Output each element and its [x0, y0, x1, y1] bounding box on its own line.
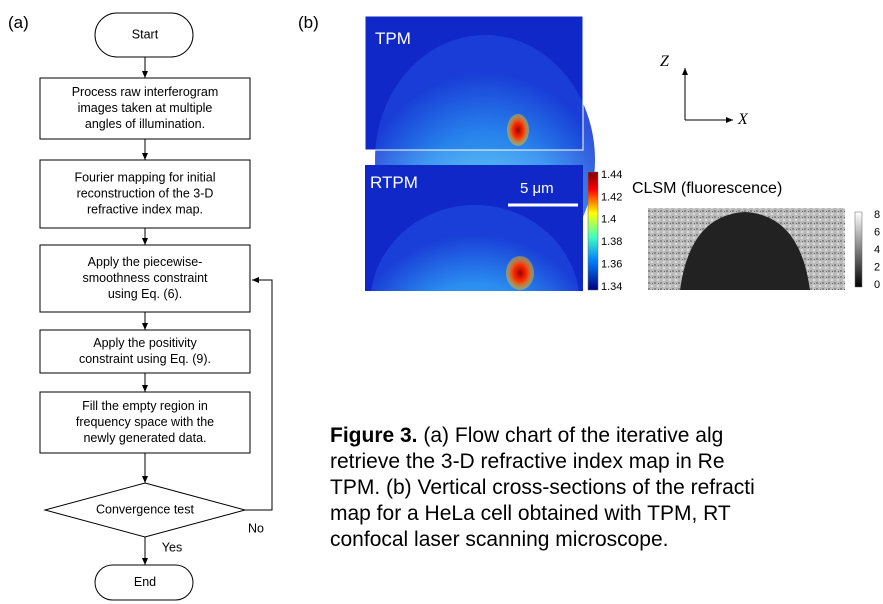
node-text: using Eq. (6). — [108, 287, 182, 301]
colorbar-ticks: 8 6 4 2 0 — [874, 209, 880, 291]
caption-label: Figure 3. — [330, 424, 418, 447]
figure: (a) (b) Start Process raw interferogram im… — [0, 0, 883, 604]
node-text: End — [134, 575, 156, 589]
axes-indicator: Z X — [660, 53, 749, 128]
flowchart: Start Process raw interferogram images tak… — [40, 13, 272, 600]
node-text: reconstruction of the 3-D — [77, 186, 214, 200]
node-text: Convergence test — [96, 502, 195, 516]
colorbar-ticks: 1.44 1.42 1.4 1.38 1.36 1.34 — [601, 169, 622, 293]
caption-text: (a) Flow chart of the iterative alg — [423, 424, 723, 447]
node-text: Fill the empty region in — [82, 399, 208, 413]
node-text: Fourier mapping for initial — [74, 170, 215, 184]
colorbar-tick: 1.36 — [601, 259, 622, 271]
axis-label: X — [737, 111, 749, 128]
image-label: CLSM (fluorescence) — [632, 180, 782, 197]
colorbar-tick: 1.44 — [601, 169, 622, 181]
node-text: Process raw interferogram — [72, 85, 219, 99]
colorbar-tick: 1.42 — [601, 191, 622, 203]
edge-label: No — [248, 521, 264, 535]
image-label: RTPM — [370, 173, 418, 192]
clsm-image — [648, 208, 862, 290]
node-text: frequency space with the — [76, 415, 214, 429]
node-text: newly generated data. — [83, 431, 206, 445]
rtpm-image: RTPM 5 μm — [365, 165, 598, 405]
node-text: Apply the piecewise- — [88, 255, 203, 269]
edge-label: Yes — [162, 540, 182, 554]
colorbar-tick: 8 — [874, 209, 880, 221]
colorbar-tick: 4 — [874, 244, 880, 256]
panel-label: (b) — [298, 13, 319, 32]
colorbar-tick: 1.38 — [601, 236, 622, 248]
node-text: smoothness constraint — [82, 271, 208, 285]
image-label: TPM — [375, 29, 411, 48]
scale-bar-label: 5 μm — [520, 180, 554, 197]
colorbar-tick: 6 — [874, 226, 880, 238]
caption-line: TPM. (b) Vertical cross-sections of the … — [330, 476, 755, 499]
colorbar-tick: 2 — [874, 261, 880, 273]
panel-label: (a) — [8, 13, 29, 32]
node-text: Apply the positivity — [93, 336, 197, 350]
axis-label: Z — [660, 53, 670, 70]
colorbar-tick: 1.4 — [601, 214, 616, 226]
caption-line: map for a HeLa cell obtained with TPM, R… — [330, 502, 731, 525]
node-text: angles of illumination. — [85, 117, 205, 131]
node-text: Start — [132, 27, 159, 41]
node-text: refractive index map. — [87, 202, 203, 216]
colorbar-tick: 1.34 — [601, 281, 622, 293]
node-text: images taken at multiple — [78, 101, 213, 115]
caption-line: retrieve the 3-D refractive index map in… — [330, 450, 725, 473]
node-text: constraint using Eq. (9). — [79, 352, 211, 366]
colorbar-tick: 0 — [874, 279, 880, 291]
caption-line: Figure 3. (a) Flow chart of the iterativ… — [330, 424, 723, 447]
caption-line: confocal laser scanning microscope. — [330, 528, 669, 551]
